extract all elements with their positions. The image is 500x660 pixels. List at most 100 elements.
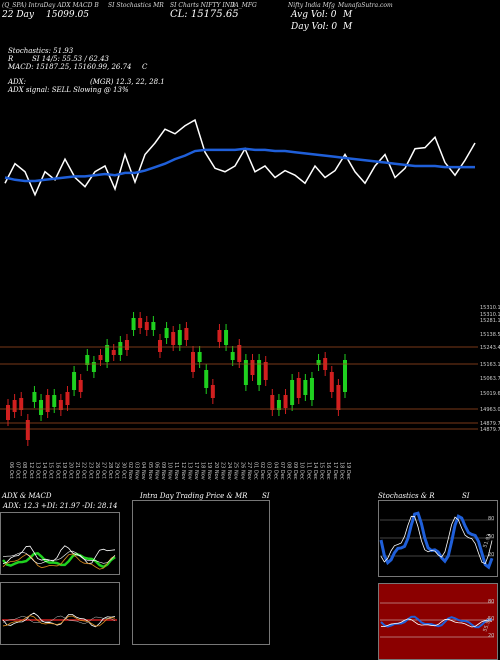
header-line1d: IA_MFG [232, 2, 257, 9]
candle-body [303, 380, 308, 395]
level-label: 15243.47 [480, 345, 500, 351]
date-axis: 06 Oct 07 Oct 08 Oct 12 Oct 13 Oct 14 Oct 15 O… [8, 462, 351, 480]
date-tick-label: 27 Nov [246, 462, 252, 480]
candle-body [237, 345, 242, 362]
date-tick-label: 13 Nov [186, 462, 192, 480]
candle-body [45, 395, 50, 412]
candle-body [250, 360, 255, 375]
date-tick-label: 16 Oct [54, 462, 60, 479]
day-vol-m: M [343, 22, 353, 32]
candle-body [290, 380, 295, 405]
date-tick-label: 23 Nov [219, 462, 225, 480]
date-tick-label: 16 Dec [325, 462, 331, 480]
candle-body [309, 378, 314, 400]
candle-body [343, 360, 347, 392]
date-tick-label: 10 Nov [167, 462, 173, 480]
header-line1e: MunafaSutra.com [338, 2, 393, 9]
adx-panel-title: ADX & MACD [2, 492, 52, 500]
candle-body [124, 340, 129, 350]
date-tick-label: 26 Nov [239, 462, 245, 480]
macd-orange-line [2, 615, 116, 627]
macd-panel [0, 582, 120, 645]
rsi-level-label: 50 [488, 616, 494, 622]
candle-body [91, 362, 96, 372]
date-tick-label: 17 Nov [193, 462, 199, 480]
level-label: 14963.05 [480, 407, 500, 413]
candlestick-chart [6, 312, 347, 446]
candle-body [296, 378, 301, 398]
date-tick-label: 02 Dec [259, 462, 265, 480]
candle-body [171, 332, 176, 345]
candle-body [6, 405, 10, 420]
candle-body [316, 360, 321, 365]
candle-body [263, 362, 268, 380]
rsi-level-label: 80 [488, 599, 494, 605]
upper-line-chart [4, 118, 476, 197]
avg-vol: Avg Vol: 0 [291, 10, 337, 20]
date-tick-label: 17 Dec [332, 462, 338, 480]
stoch-level-label: 20 [488, 552, 494, 558]
stoch-lines: 80 50 20 51.93 [379, 511, 494, 570]
candle-body [157, 340, 162, 352]
header-line1f: Nifty India Mfg [288, 2, 335, 9]
candle-body [191, 352, 196, 372]
adx-white2-line [2, 550, 116, 564]
date-tick-label: 11 Dec [305, 462, 311, 480]
ema-line [4, 147, 475, 183]
date-tick-label: 26 Oct [94, 462, 100, 479]
adx-panel-line: ADX: 12.3 +DI: 21.97 -DI: 28.14 [3, 502, 118, 510]
date-tick-label: 08 Dec [286, 462, 292, 480]
date-tick-label: 24 Nov [226, 462, 232, 480]
date-tick-label: 14 Oct [41, 462, 47, 479]
macd-c-text: C [142, 63, 148, 71]
rsi-value-label: 55.53 [482, 617, 493, 633]
date-tick-label: 21 Oct [74, 462, 80, 479]
date-tick-label: 20 Nov [213, 462, 219, 480]
adx-text: ADX: [8, 78, 27, 86]
rsi-text-r: R [8, 55, 14, 63]
date-tick-label: 23 Oct [87, 462, 93, 479]
level-label: 15138.5 [480, 332, 500, 338]
rsi-panel [378, 583, 498, 660]
candle-body [111, 350, 116, 355]
date-tick-label: 09 Nov [160, 462, 166, 480]
date-tick-label: 18 Dec [338, 462, 344, 480]
candle-body [131, 318, 136, 330]
candle-body [210, 385, 215, 398]
macd-grey-line [2, 615, 116, 624]
candle-body [52, 395, 57, 407]
candle-body [39, 400, 44, 415]
level-label: 14879.7 [480, 427, 500, 433]
date-tick-label: 05 Nov [147, 462, 153, 480]
date-tick-label: 19 Nov [206, 462, 212, 480]
level-label: 15310.15 [480, 305, 500, 311]
date-tick-label: 11 Nov [173, 462, 179, 480]
intra-panel-title: Intra Day Trading Price & MR [140, 492, 248, 500]
candle-body [184, 328, 189, 340]
date-tick-label: 15 Dec [319, 462, 325, 480]
candle-body [85, 355, 90, 365]
date-tick-label: 19 Dec [345, 462, 351, 480]
candle-body [336, 385, 341, 410]
intra-panel [132, 500, 270, 645]
close-label: CL: 15175.65 [170, 9, 239, 20]
candle-body [243, 360, 248, 385]
date-tick-label: 06 Oct [8, 462, 14, 479]
date-tick-label: 01 Dec [252, 462, 258, 480]
date-tick-label: 02 Nov [127, 462, 133, 480]
header-line1c: SI Charts NIFTY IND [170, 2, 235, 9]
candle-body [78, 380, 83, 392]
stoch-text: Stochastics: 51.93 [8, 47, 74, 55]
date-tick-label: 03 Dec [266, 462, 272, 480]
candle-body [118, 342, 123, 355]
price-levels: 15310.1515310.1515281.1515138.515243.471… [0, 305, 500, 433]
date-tick-label: 20 Oct [67, 462, 73, 479]
date-tick-label: 07 Oct [15, 462, 21, 479]
date-tick-label: 19 Oct [61, 462, 67, 479]
date-tick-label: 12 Oct [28, 462, 34, 479]
date-tick-label: 10 Dec [299, 462, 305, 480]
stoch-level-label: 80 [488, 516, 494, 522]
date-tick-label: 07 Dec [279, 462, 285, 480]
date-tick-label: 09 Dec [292, 462, 298, 480]
